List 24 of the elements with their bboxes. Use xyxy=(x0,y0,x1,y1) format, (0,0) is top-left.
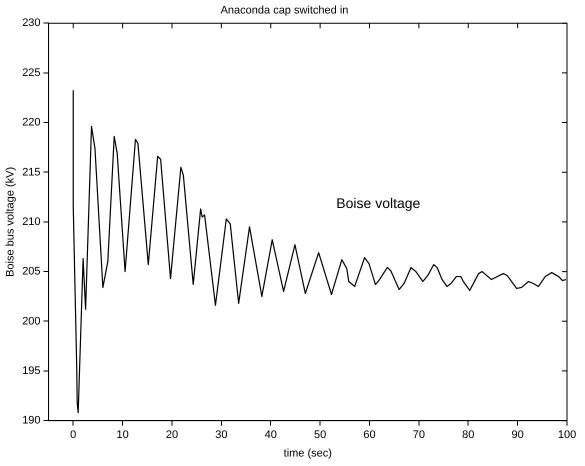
y-tick-label: 195 xyxy=(22,364,41,377)
x-tick-label: 0 xyxy=(70,429,76,442)
x-axis-title: time (sec) xyxy=(284,447,332,460)
x-tick-label: 20 xyxy=(166,429,178,442)
x-tick-label: 70 xyxy=(412,429,425,442)
x-tick-label: 40 xyxy=(264,429,277,442)
y-tick-label: 220 xyxy=(22,116,41,129)
y-tick-label: 215 xyxy=(22,166,41,178)
annotation: Boise voltage xyxy=(336,194,421,211)
x-tick-label: 60 xyxy=(363,429,376,442)
x-tick-label: 10 xyxy=(116,429,129,442)
x-tick-label: 90 xyxy=(512,429,524,442)
y-tick-label: 200 xyxy=(22,315,41,328)
x-tick-label: 80 xyxy=(462,429,474,442)
y-tick-label: 210 xyxy=(22,216,41,228)
y-tick-label: 230 xyxy=(22,17,41,30)
x-tick-label: 100 xyxy=(558,429,576,442)
x-tick-label: 50 xyxy=(314,429,326,442)
y-axis-title: Boise bus voltage (kV) xyxy=(4,166,17,277)
y-tick-label: 225 xyxy=(22,66,41,79)
x-tick-label: 30 xyxy=(215,429,228,442)
y-tick-label: 190 xyxy=(22,414,41,427)
chart-title: Anaconda cap switched in xyxy=(220,4,348,17)
y-tick-label: 205 xyxy=(22,266,41,278)
